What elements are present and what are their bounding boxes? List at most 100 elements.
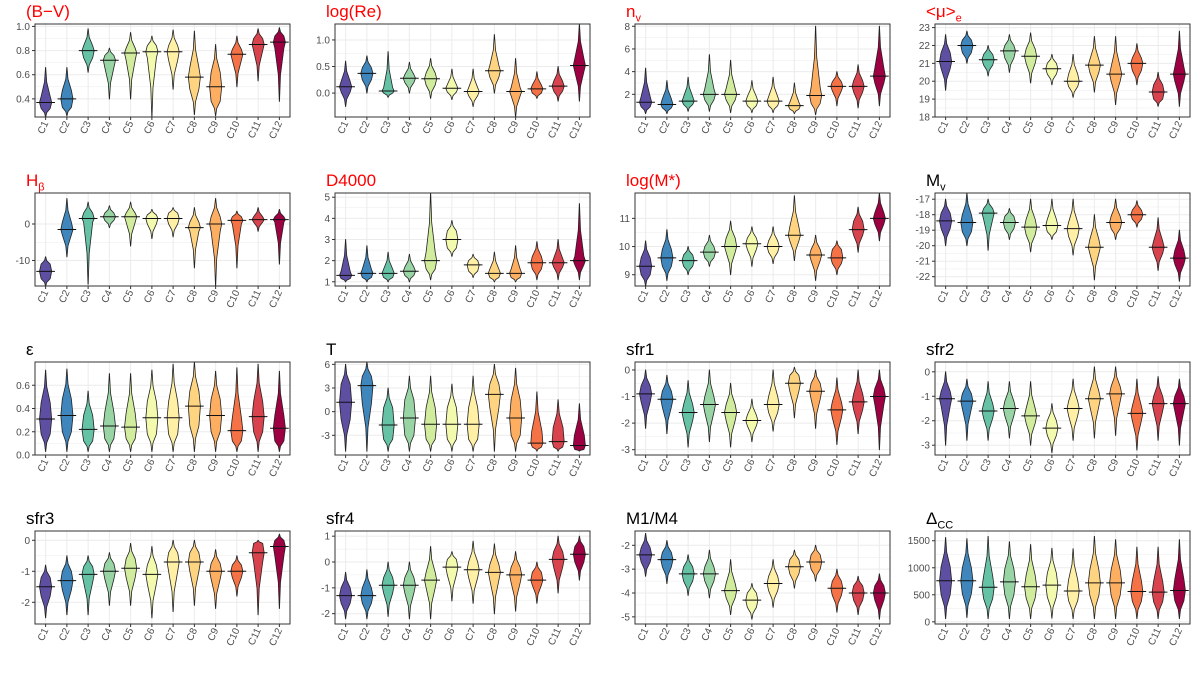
y-tick-label: 1500 <box>908 536 931 547</box>
violin-c11 <box>248 207 268 232</box>
violin-c1 <box>936 371 955 446</box>
violin-body <box>1002 34 1016 73</box>
x-tick-label: C9 <box>206 288 222 305</box>
x-tick-label: C1 <box>936 119 952 136</box>
violin-c5 <box>421 58 440 99</box>
y-tick-label: -20 <box>916 241 931 252</box>
violin-body <box>1151 217 1165 271</box>
y-tick-label: 0.5 <box>316 62 330 73</box>
y-tick-label: -22 <box>916 272 931 283</box>
violin-body <box>1109 198 1123 240</box>
violin-c9 <box>506 367 525 452</box>
violin-body <box>339 364 353 452</box>
violin-c6 <box>142 209 162 240</box>
violin-c10 <box>1127 200 1147 228</box>
violin-body <box>339 239 353 283</box>
violin-body <box>830 71 844 107</box>
violin-c9 <box>806 234 825 282</box>
x-tick-label: C10 <box>225 457 243 479</box>
x-tick-label: C5 <box>421 119 437 136</box>
violin-c4 <box>100 47 119 100</box>
violin-body <box>39 67 53 118</box>
x-tick-label: C1 <box>936 288 952 305</box>
violin-c5 <box>721 382 740 448</box>
x-tick-label: C7 <box>463 457 479 474</box>
violin-body <box>81 555 95 616</box>
panel-title-mv: Mv <box>926 172 946 193</box>
panel-title-logre: log(Re) <box>326 3 382 20</box>
violin-body <box>872 573 886 620</box>
violin-c3 <box>78 201 98 285</box>
x-tick-label: C8 <box>785 457 801 474</box>
x-tick-label: C10 <box>1125 457 1143 479</box>
x-tick-label: C8 <box>485 119 501 136</box>
y-tick-label: 0.0 <box>316 89 330 100</box>
y-tick-label: -10 <box>16 256 31 267</box>
y-tick-label: 2 <box>624 90 630 101</box>
violin-c11 <box>848 575 868 616</box>
violin-c6 <box>142 35 162 118</box>
violin-chart-eps: 0.0 0.2 0.4 0.6 C1 C2 C3 C4 C5 C6 C7 C8 C9 C10 C11 C12 <box>16 361 291 479</box>
y-tick-label: 0.2 <box>16 427 30 438</box>
violin-body <box>60 198 74 258</box>
violin-c9 <box>506 58 525 118</box>
x-tick-label: C1 <box>36 288 52 305</box>
violin-c12 <box>1170 229 1189 282</box>
violin-body <box>787 366 801 419</box>
violin-c8 <box>1085 36 1104 93</box>
violin-body <box>1109 366 1123 436</box>
violin-chart-sfr3: -2 -1 0 C1 C2 C3 C4 C5 C6 C7 C8 C9 C10 C11 C12 <box>21 530 291 648</box>
violin-c3 <box>678 380 698 448</box>
x-tick-label: C11 <box>1146 119 1164 140</box>
violin-body <box>960 30 974 64</box>
violin-c12 <box>270 209 289 265</box>
violin-c10 <box>827 568 847 613</box>
violin-body <box>360 569 374 620</box>
violin-c9 <box>506 245 525 283</box>
x-tick-label: C3 <box>78 457 94 474</box>
x-tick-label: C9 <box>206 119 222 136</box>
violin-c6 <box>742 226 762 267</box>
violin-body <box>530 561 544 604</box>
violin-c3 <box>378 51 398 98</box>
y-tick-label: 0 <box>924 367 930 378</box>
y-tick-label: 6 <box>324 360 330 371</box>
violin-body <box>745 583 759 620</box>
y-tick-label: 0 <box>24 220 30 231</box>
panel-title-main: M1/M4 <box>626 509 678 528</box>
violin-c7 <box>1063 378 1083 441</box>
violin-c5 <box>721 559 740 616</box>
x-tick-label: C12 <box>267 119 285 141</box>
x-tick-label: C2 <box>57 288 73 305</box>
x-tick-label: C9 <box>1106 626 1122 643</box>
violin-c12 <box>570 403 589 452</box>
panel-border <box>634 192 891 287</box>
y-tick-label: -4 <box>621 589 630 600</box>
violin-c10 <box>227 35 247 88</box>
violin-c7 <box>163 29 183 90</box>
violin-c5 <box>1021 32 1040 84</box>
x-tick-label: C7 <box>763 288 779 305</box>
violin-c7 <box>763 76 783 114</box>
violin-body <box>124 373 138 452</box>
violin-c9 <box>1106 198 1125 240</box>
x-tick-label: C12 <box>267 288 285 310</box>
violin-body <box>509 245 523 283</box>
panel-title-main: Δ <box>926 509 938 528</box>
y-tick-label: -3 <box>621 445 630 456</box>
violin-body <box>660 540 674 585</box>
panel-sfr3: sfr3 -2 -1 0 C1 C2 C3 C4 C5 C6 C7 C8 C9 C10 C11 C12 <box>0 507 300 676</box>
violin-body <box>272 209 286 265</box>
x-tick-label: C6 <box>1042 626 1058 643</box>
x-tick-label: C9 <box>206 626 222 643</box>
violin-body <box>1002 381 1016 439</box>
panel-border <box>34 23 291 118</box>
violin-c11 <box>1148 376 1168 441</box>
violin-c8 <box>785 366 804 419</box>
violin-body <box>487 251 501 283</box>
panel-title-mu: <μ>e <box>926 3 962 24</box>
violin-body <box>981 198 995 251</box>
violin-body <box>39 369 53 452</box>
